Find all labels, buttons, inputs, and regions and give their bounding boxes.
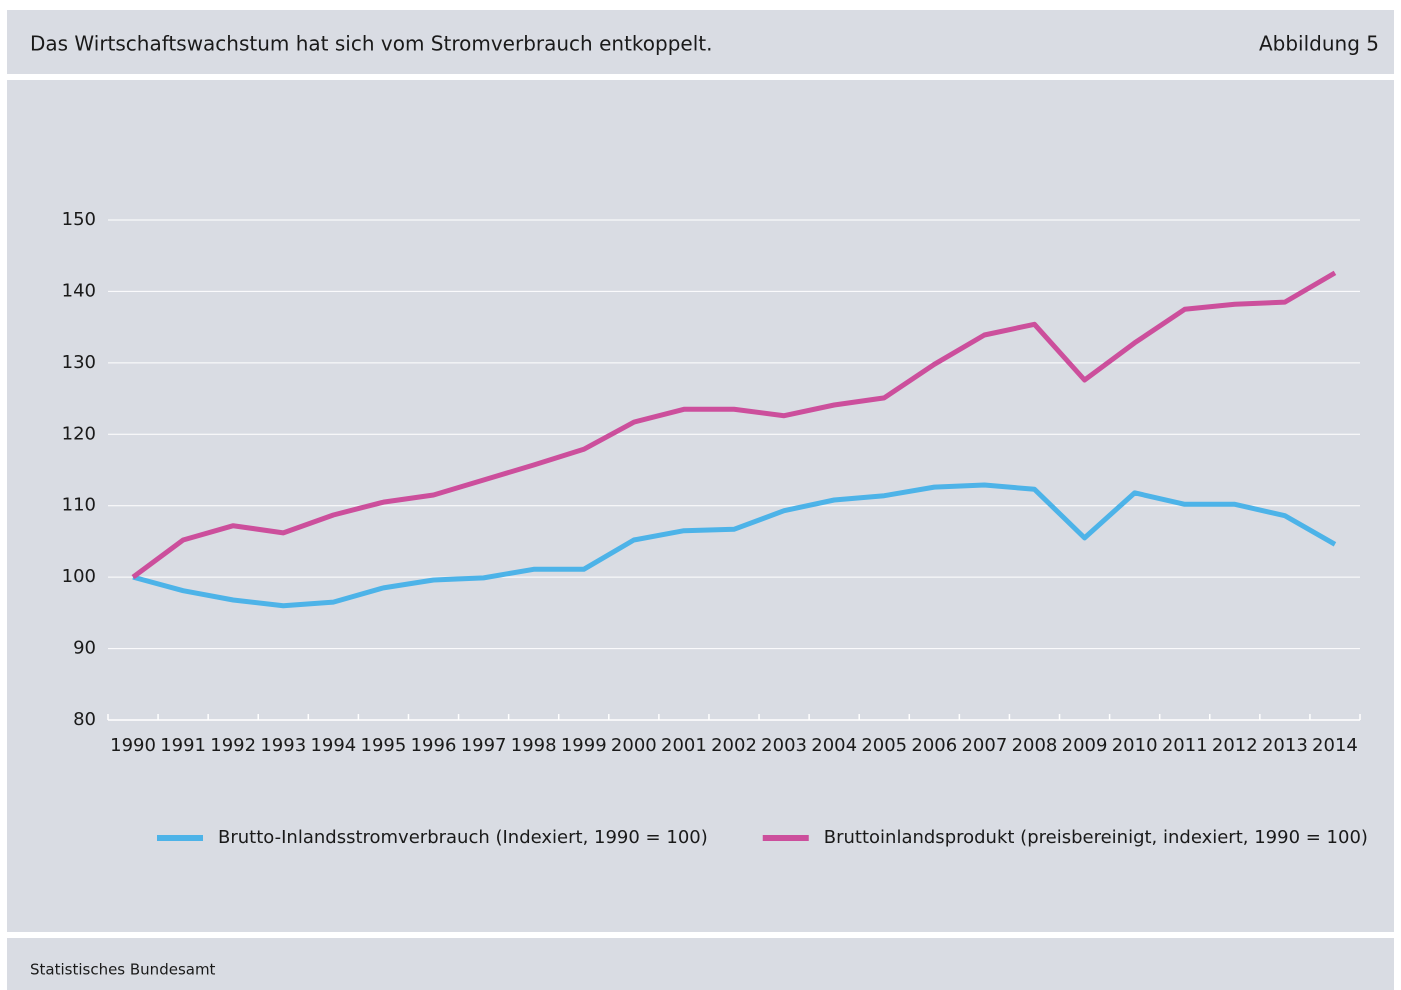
y-tick-label: 140 xyxy=(62,280,96,301)
data-line xyxy=(131,270,1337,580)
x-tick-label: 2003 xyxy=(761,735,807,756)
x-tick-label: 1993 xyxy=(260,735,306,756)
x-tick-label: 2005 xyxy=(861,735,907,756)
x-tick-label: 2012 xyxy=(1212,735,1258,756)
x-tick-label: 1994 xyxy=(310,735,356,756)
x-tick-label: 2004 xyxy=(811,735,857,756)
x-tick-label: 2010 xyxy=(1112,735,1158,756)
y-tick-label: 110 xyxy=(62,495,96,516)
y-tick-label: 80 xyxy=(73,709,96,730)
legend-label: Bruttoinlandsprodukt (preisbereinigt, in… xyxy=(824,827,1368,848)
chart-title: Das Wirtschaftswachstum hat sich vom Str… xyxy=(30,32,712,56)
x-tick-label: 2009 xyxy=(1062,735,1108,756)
x-tick-label: 1999 xyxy=(561,735,607,756)
y-tick-label: 90 xyxy=(73,638,96,659)
x-tick-label: 2011 xyxy=(1162,735,1208,756)
y-tick-label: 100 xyxy=(62,566,96,587)
x-tick-label: 1998 xyxy=(511,735,557,756)
x-tick-label: 1997 xyxy=(461,735,507,756)
x-tick-label: 2008 xyxy=(1012,735,1058,756)
y-tick-label: 130 xyxy=(62,352,96,373)
x-tick-label: 2007 xyxy=(961,735,1007,756)
x-tick-label: 1990 xyxy=(110,735,156,756)
x-tick-label: 1991 xyxy=(160,735,206,756)
data-line xyxy=(132,482,1337,609)
figure-label: Abbildung 5 xyxy=(1259,32,1379,56)
source: Statistisches Bundesamt xyxy=(30,961,216,979)
x-tick-label: 1996 xyxy=(411,735,457,756)
x-tick-label: 2001 xyxy=(661,735,707,756)
x-tick-label: 1992 xyxy=(210,735,256,756)
x-tick-label: 2000 xyxy=(611,735,657,756)
header-band xyxy=(7,10,1394,74)
footer-band xyxy=(7,938,1394,990)
y-tick-label: 120 xyxy=(62,423,96,444)
x-tick-label: 2014 xyxy=(1312,735,1358,756)
legend-label: Brutto-Inlandsstromverbrauch (Indexiert,… xyxy=(218,827,708,848)
x-tick-label: 2013 xyxy=(1262,735,1308,756)
x-tick-label: 1995 xyxy=(361,735,407,756)
x-tick-label: 2006 xyxy=(911,735,957,756)
y-tick-label: 150 xyxy=(62,209,96,230)
x-tick-label: 2002 xyxy=(711,735,757,756)
